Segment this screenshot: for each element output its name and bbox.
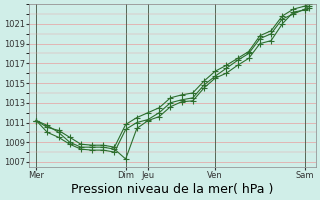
X-axis label: Pression niveau de la mer( hPa ): Pression niveau de la mer( hPa ) xyxy=(71,183,274,196)
